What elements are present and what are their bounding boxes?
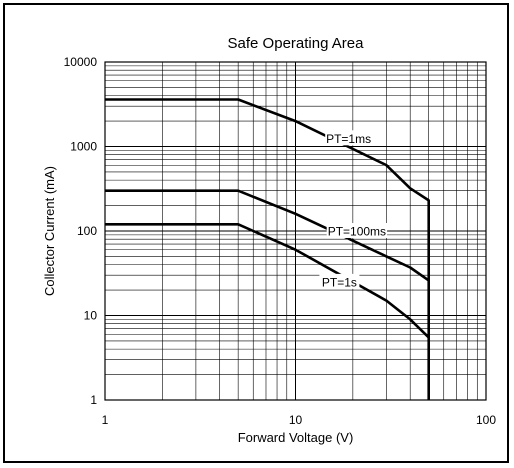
x-tick-label: 10	[289, 413, 303, 427]
x-tick-label: 1	[102, 413, 109, 427]
chart-title: Safe Operating Area	[228, 35, 365, 52]
y-axis-label: Collector Current (mA)	[42, 166, 57, 296]
y-tick-label: 100	[77, 224, 97, 238]
series-label-bg	[319, 273, 360, 289]
y-tick-label: 1	[90, 393, 97, 407]
x-axis-label: Forward Voltage (V)	[238, 430, 354, 445]
y-tick-label: 1000	[70, 140, 97, 154]
y-tick-label: 10000	[64, 55, 98, 69]
y-tick-label: 10	[84, 309, 98, 323]
series-label-bg	[325, 130, 373, 146]
series-label-2: PT=100ms	[328, 225, 386, 239]
plot-border	[104, 61, 487, 401]
series-label-bg	[326, 223, 388, 238]
x-tick-label: 100	[476, 413, 496, 427]
series-label-1: PT=1ms	[326, 132, 371, 146]
series-label-3: PT=1s	[322, 275, 357, 289]
series-line-3	[105, 223, 430, 339]
labels-layer: 1 10 100 1 10 100 1000 10000 PT=1ms PT=100ms PT=1s	[64, 55, 497, 427]
series-line-1	[105, 98, 431, 400]
